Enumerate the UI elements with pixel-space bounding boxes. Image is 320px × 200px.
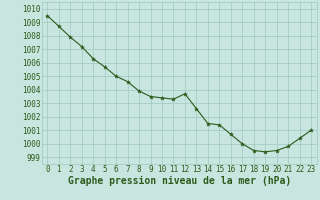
X-axis label: Graphe pression niveau de la mer (hPa): Graphe pression niveau de la mer (hPa) bbox=[68, 176, 291, 186]
